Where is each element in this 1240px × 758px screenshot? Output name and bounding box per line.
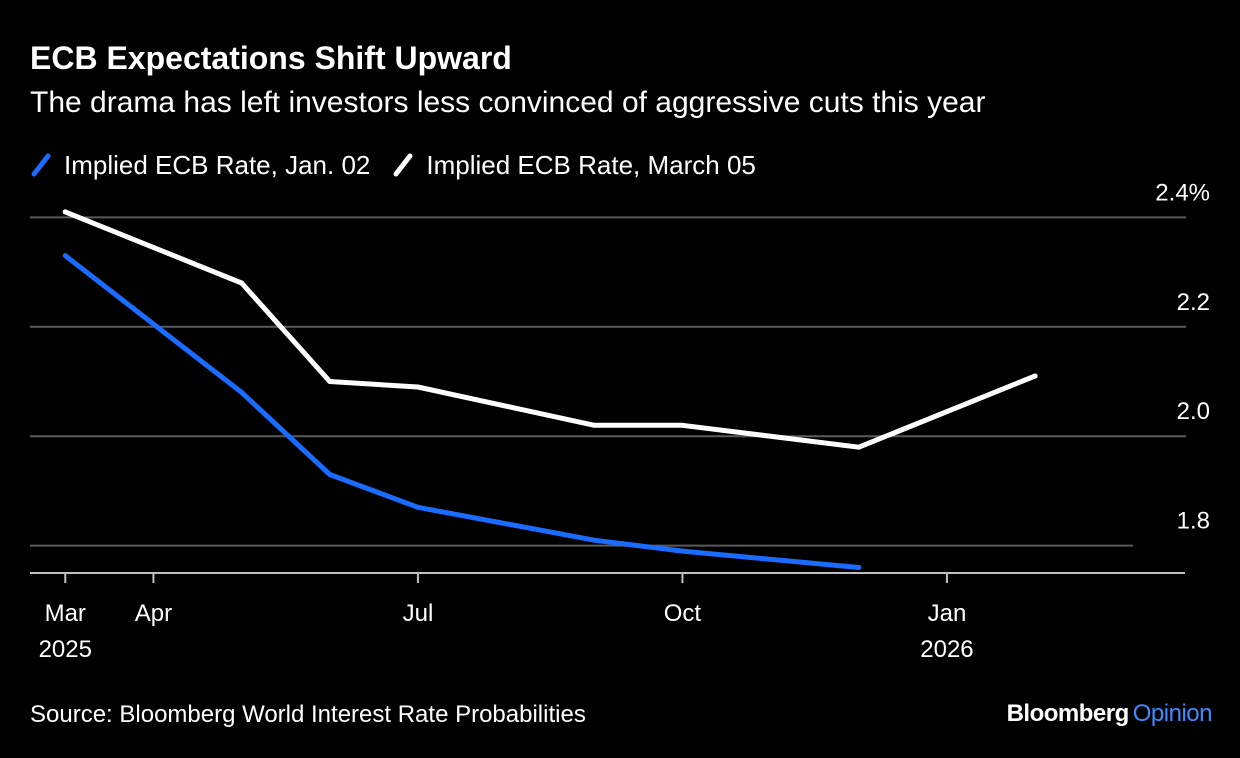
data-point-march [62, 209, 68, 215]
data-point-jan [679, 548, 685, 554]
legend-swatch-jan-mark [31, 153, 51, 177]
series-line-march [62, 209, 1038, 450]
data-point-march [327, 379, 333, 384]
y-tick-label: 2.2 [1177, 289, 1210, 316]
x-tick-label: Oct [664, 600, 702, 627]
x-tick-label: Jan [928, 600, 967, 627]
data-point-march [591, 422, 597, 428]
legend: Implied ECB Rate, Jan. 02 Implied ECB Ra… [30, 148, 756, 182]
data-point-march [415, 384, 421, 390]
legend-item-jan: Implied ECB Rate, Jan. 02 [30, 150, 370, 181]
y-tick-label: 2.0 [1177, 398, 1210, 425]
legend-swatch-march [393, 153, 413, 177]
brand-logo: Bloomberg Opinion [1006, 700, 1213, 728]
data-point-jan [327, 472, 333, 478]
y-tick-label: 2.4% [1155, 179, 1210, 206]
data-point-jan [239, 389, 245, 395]
chart-subtitle: The drama has left investors less convin… [30, 86, 986, 119]
data-point-jan [856, 565, 862, 571]
brand-opinion: Opinion [1132, 700, 1213, 727]
x-tick-label: Mar [45, 600, 86, 627]
legend-label-march: Implied ECB Rate, March 05 [426, 149, 756, 180]
legend-item-march: Implied ECB Rate, March 05 [392, 149, 756, 181]
data-point-march [856, 444, 862, 450]
source-note: Source: Bloomberg World Interest Rate Pr… [30, 701, 586, 728]
legend-label-jan: Implied ECB Rate, Jan. 02 [64, 149, 371, 180]
x-tick-label: Apr [135, 600, 172, 627]
data-point-jan [415, 504, 421, 510]
x-tick-year-label: 2026 [920, 636, 973, 663]
data-point-march [239, 280, 245, 286]
series-line-jan [62, 253, 862, 570]
data-point-jan [62, 253, 68, 259]
data-point-march [1032, 373, 1038, 379]
data-point-jan [591, 537, 597, 543]
brand-name: Bloomberg [1006, 700, 1130, 727]
y-tick-label: 1.8 [1177, 508, 1210, 535]
chart-title: ECB Expectations Shift Upward [30, 40, 512, 76]
x-tick-label: Jul [403, 600, 434, 627]
legend-swatch-jan [31, 153, 51, 177]
data-point-march [679, 422, 685, 428]
legend-swatch-march-mark [393, 153, 413, 177]
x-tick-year-label: 2025 [39, 636, 92, 663]
